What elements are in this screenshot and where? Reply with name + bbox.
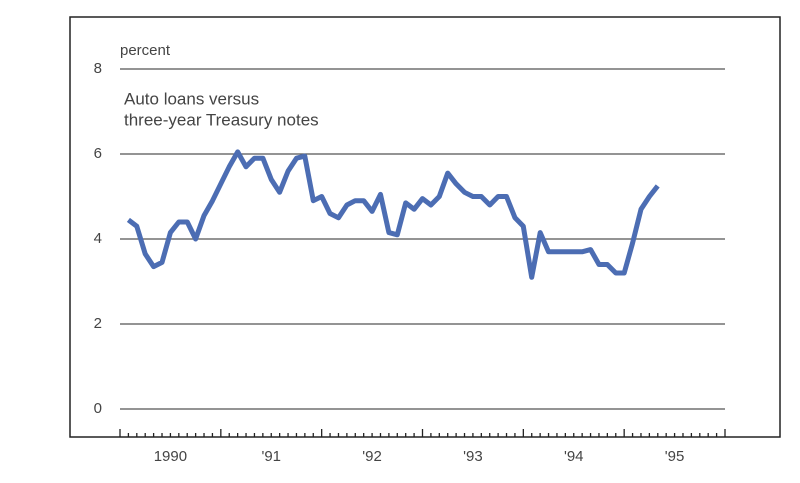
- data-line: [126, 149, 660, 280]
- y-tick-label: 2: [94, 315, 102, 332]
- x-tick-label: '95: [665, 448, 685, 465]
- plot-frame: [69, 16, 781, 438]
- chart-title: Auto loans versus: [124, 89, 259, 108]
- x-tick-label: '92: [362, 448, 382, 465]
- y-tick-label: 8: [94, 60, 102, 77]
- x-tick-label: 1990: [154, 448, 187, 465]
- y-tick-label: 4: [94, 230, 102, 247]
- y-axis-label: percent: [120, 42, 171, 59]
- x-tick-label: '94: [564, 448, 584, 465]
- x-tick-label: '91: [261, 448, 281, 465]
- y-tick-label: 0: [94, 400, 102, 417]
- y-tick-label: 6: [94, 145, 102, 162]
- chart-title: three-year Treasury notes: [124, 110, 319, 129]
- x-tick-label: '93: [463, 448, 483, 465]
